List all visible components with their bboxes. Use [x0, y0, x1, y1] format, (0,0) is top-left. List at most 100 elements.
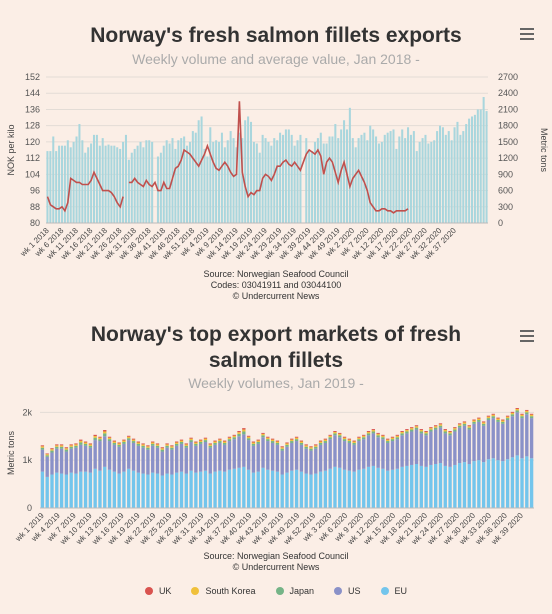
stack-segment-eu[interactable]: [227, 469, 232, 508]
volume-bar[interactable]: [316, 138, 319, 223]
volume-bar[interactable]: [407, 127, 410, 223]
stack-segment-japan[interactable]: [136, 443, 140, 446]
stack-segment-japan[interactable]: [141, 445, 145, 448]
stack-segment-japan[interactable]: [117, 444, 121, 447]
stack-segment-uk[interactable]: [510, 411, 515, 413]
stack-segment-uk[interactable]: [246, 435, 251, 437]
stack-segment-eu[interactable]: [390, 469, 395, 508]
stack-segment-uk[interactable]: [520, 413, 524, 415]
stack-segment-uk[interactable]: [237, 431, 241, 433]
stack-segment-japan[interactable]: [467, 427, 471, 430]
stack-segment-eu[interactable]: [314, 473, 318, 508]
volume-bar[interactable]: [255, 143, 258, 223]
stack-segment-us[interactable]: [122, 443, 126, 472]
stack-segment-south-korea[interactable]: [127, 436, 131, 439]
stack-segment-south-korea[interactable]: [170, 446, 174, 448]
stack-segment-japan[interactable]: [491, 416, 495, 419]
stack-segment-japan[interactable]: [366, 433, 371, 436]
stack-segment-us[interactable]: [79, 444, 83, 472]
volume-bar[interactable]: [322, 143, 325, 223]
stack-segment-us[interactable]: [88, 447, 93, 473]
volume-bar[interactable]: [69, 147, 72, 223]
stack-segment-south-korea[interactable]: [477, 418, 481, 420]
volume-bar[interactable]: [313, 141, 316, 223]
volume-bar[interactable]: [186, 145, 189, 223]
stack-segment-south-korea[interactable]: [79, 440, 83, 443]
volume-bar[interactable]: [380, 141, 383, 223]
stack-segment-eu[interactable]: [64, 474, 69, 508]
volume-bar[interactable]: [450, 140, 453, 223]
stack-segment-japan[interactable]: [481, 423, 486, 426]
volume-bar[interactable]: [418, 141, 421, 223]
stack-segment-south-korea[interactable]: [448, 431, 452, 434]
volume-bar[interactable]: [188, 141, 191, 223]
stack-segment-eu[interactable]: [481, 462, 486, 508]
stack-segment-us[interactable]: [107, 441, 112, 470]
stack-segment-south-korea[interactable]: [390, 437, 395, 440]
stack-segment-us[interactable]: [55, 448, 59, 473]
stack-segment-south-korea[interactable]: [318, 441, 323, 443]
stack-segment-uk[interactable]: [381, 434, 385, 436]
volume-bar[interactable]: [401, 129, 404, 223]
stack-segment-eu[interactable]: [290, 470, 294, 508]
stack-segment-us[interactable]: [266, 441, 270, 470]
stack-segment-south-korea[interactable]: [45, 454, 49, 456]
stack-segment-south-korea[interactable]: [510, 412, 515, 415]
volume-bar[interactable]: [244, 120, 247, 223]
stack-segment-uk[interactable]: [314, 444, 318, 446]
volume-bar[interactable]: [241, 138, 244, 223]
stack-segment-japan[interactable]: [529, 416, 534, 419]
stack-segment-south-korea[interactable]: [424, 431, 428, 434]
stack-segment-south-korea[interactable]: [467, 426, 471, 428]
stack-segment-uk[interactable]: [227, 436, 232, 438]
volume-bar[interactable]: [444, 134, 447, 223]
stack-segment-south-korea[interactable]: [333, 431, 337, 434]
stack-segment-japan[interactable]: [270, 441, 275, 443]
stack-segment-eu[interactable]: [285, 472, 289, 508]
stack-segment-uk[interactable]: [386, 438, 390, 440]
volume-bar[interactable]: [183, 136, 186, 223]
stack-segment-uk[interactable]: [467, 425, 471, 427]
volume-bar[interactable]: [197, 120, 200, 223]
volume-bar[interactable]: [383, 134, 386, 223]
stack-segment-japan[interactable]: [448, 433, 452, 436]
stack-segment-us[interactable]: [74, 447, 78, 474]
stack-segment-south-korea[interactable]: [443, 430, 447, 432]
stack-segment-japan[interactable]: [304, 446, 308, 449]
stack-segment-eu[interactable]: [131, 470, 136, 508]
stack-segment-eu[interactable]: [98, 470, 102, 508]
stack-segment-eu[interactable]: [203, 470, 208, 508]
stack-segment-japan[interactable]: [232, 437, 236, 440]
stack-segment-eu[interactable]: [165, 473, 169, 508]
stack-segment-japan[interactable]: [371, 431, 376, 434]
stack-segment-uk[interactable]: [261, 432, 265, 434]
stack-segment-us[interactable]: [131, 442, 136, 471]
stack-segment-us[interactable]: [127, 440, 131, 469]
stack-segment-south-korea[interactable]: [462, 422, 467, 424]
stack-segment-eu[interactable]: [242, 466, 246, 508]
stack-segment-uk[interactable]: [501, 419, 505, 421]
stack-segment-eu[interactable]: [103, 466, 107, 508]
stack-segment-south-korea[interactable]: [160, 448, 164, 450]
stack-segment-eu[interactable]: [472, 461, 476, 508]
stack-segment-us[interactable]: [501, 423, 505, 462]
volume-bar[interactable]: [284, 129, 287, 223]
stack-segment-us[interactable]: [45, 456, 49, 477]
stack-segment-japan[interactable]: [127, 438, 131, 441]
stack-segment-eu[interactable]: [198, 471, 203, 508]
volume-bar[interactable]: [325, 143, 328, 223]
stack-segment-south-korea[interactable]: [410, 428, 414, 430]
stack-segment-us[interactable]: [227, 441, 232, 470]
stack-segment-us[interactable]: [419, 433, 423, 466]
volume-bar[interactable]: [415, 151, 418, 223]
stack-segment-eu[interactable]: [251, 472, 256, 508]
stack-segment-uk[interactable]: [175, 441, 179, 443]
stack-segment-south-korea[interactable]: [405, 430, 409, 432]
stack-segment-uk[interactable]: [170, 445, 174, 447]
stack-segment-japan[interactable]: [45, 455, 49, 457]
stack-segment-us[interactable]: [151, 445, 155, 473]
stack-segment-us[interactable]: [141, 447, 145, 474]
stack-segment-japan[interactable]: [79, 442, 83, 445]
stack-segment-japan[interactable]: [486, 418, 491, 420]
stack-segment-us[interactable]: [184, 447, 188, 474]
